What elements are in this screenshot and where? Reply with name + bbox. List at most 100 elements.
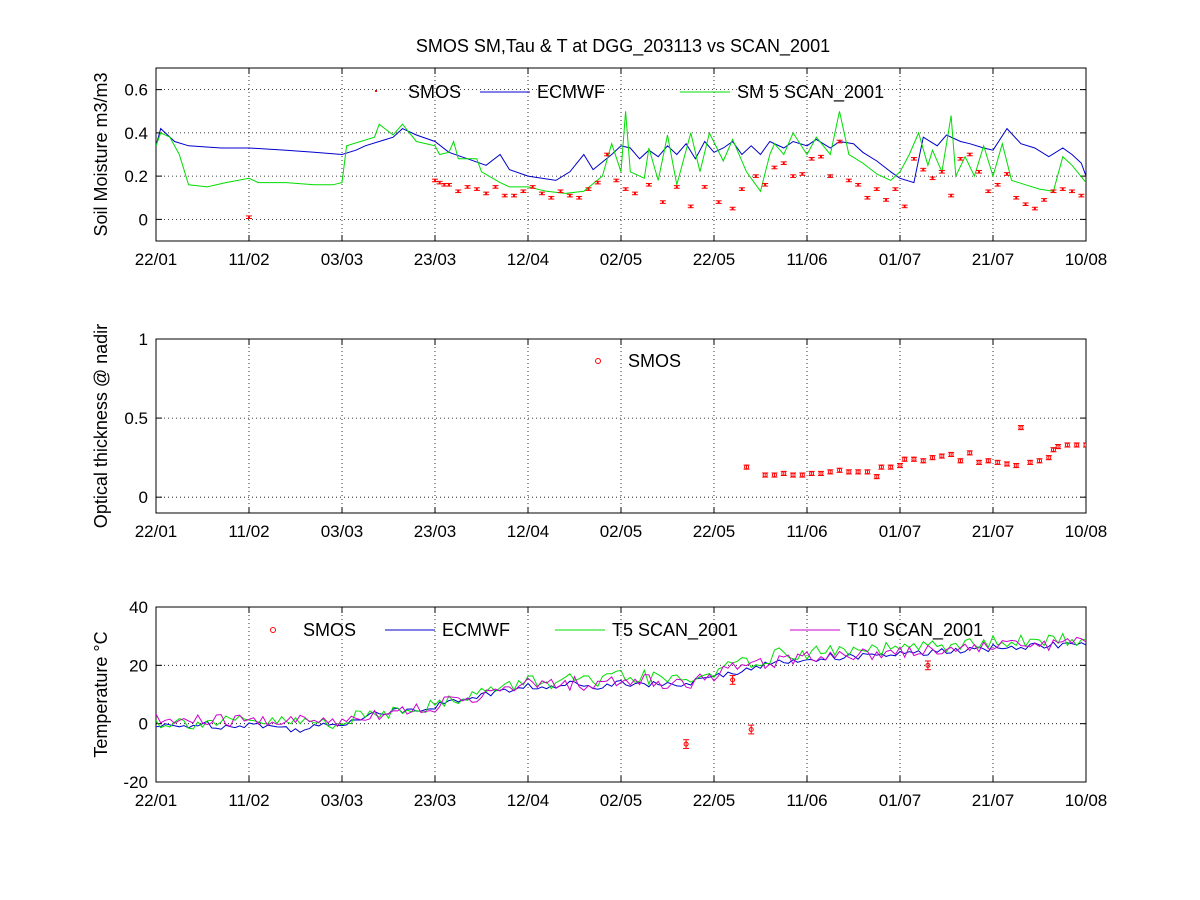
y-tick-label: 40 — [129, 598, 148, 617]
y-tick-label: -20 — [123, 773, 148, 792]
x-tick-label: 22/05 — [693, 791, 736, 810]
x-tick-label: 11/02 — [228, 522, 269, 541]
smos-point — [729, 206, 736, 211]
y-axis-label: Temperature °C — [91, 631, 111, 757]
x-tick-label: 23/03 — [414, 791, 457, 810]
panel-temperature: 22/01 11/02 03/03 23/03 12/04 02/05 22/05 11/06… — [91, 598, 1107, 810]
y-tick-label: 0.2 — [124, 167, 148, 186]
smos-point — [594, 180, 601, 185]
smos-point — [920, 167, 927, 172]
smos-point — [817, 154, 824, 159]
smos-point — [1050, 189, 1057, 194]
plot-frame — [155, 67, 1087, 242]
smos-point — [901, 456, 908, 462]
x-tick-label: 22/05 — [693, 250, 736, 269]
smos-point — [966, 152, 973, 157]
smos-point — [557, 189, 564, 194]
smos-point — [613, 178, 620, 183]
smos-point — [762, 182, 769, 187]
smos-point — [1083, 442, 1086, 448]
smos-point — [752, 174, 759, 178]
smos-point — [1050, 447, 1057, 453]
legend-item-smos: SMOS — [270, 620, 356, 640]
y-tick-label: 20 — [129, 656, 148, 675]
x-tick-label: 21/07 — [972, 250, 1015, 269]
smos-point — [994, 459, 1001, 465]
smos-point — [780, 470, 787, 477]
smos-point — [985, 458, 992, 464]
legend-label: ECMWF — [537, 82, 605, 102]
smos-point — [1027, 459, 1034, 465]
smos-point — [836, 139, 843, 144]
x-tick-label: 22/01 — [135, 791, 178, 810]
smos-point — [994, 182, 1001, 187]
plot-area — [156, 111, 1086, 220]
series-line-sm-5-scan-2001 — [156, 111, 1086, 194]
x-tick-label: 11/06 — [786, 250, 827, 269]
smos-point — [901, 204, 908, 209]
smos-point — [492, 185, 499, 189]
smos-point — [799, 172, 806, 176]
x-tick-label: 11/02 — [228, 250, 269, 269]
legend-label: SMOS — [303, 620, 356, 640]
y-axis-label: Optical thickness @ nadir — [91, 324, 111, 528]
x-tick-label: 23/03 — [414, 522, 457, 541]
y-tick-label: 0.6 — [124, 81, 148, 100]
plot-area — [743, 425, 1086, 480]
smos-point — [585, 187, 592, 191]
x-tick-label: 21/07 — [972, 791, 1015, 810]
series-line-ecmwf — [156, 641, 1086, 733]
smos-point — [976, 170, 983, 174]
smos-point — [738, 187, 745, 191]
plot-area — [156, 632, 1086, 749]
smos-point — [1073, 442, 1080, 448]
x-tick-label: 01/07 — [879, 791, 922, 810]
smos-point — [1022, 202, 1029, 207]
smos-point — [743, 464, 750, 470]
x-tick-label: 12/04 — [507, 250, 550, 269]
smos-point — [1013, 195, 1020, 200]
smos-point — [548, 195, 555, 200]
x-tick-label: 11/06 — [786, 522, 827, 541]
smos-point — [938, 453, 945, 459]
y-tick-label: 0 — [139, 210, 148, 229]
x-tick-label: 22/05 — [693, 522, 736, 541]
series-line-t10-scan-2001 — [156, 636, 1086, 728]
smos-point — [910, 157, 917, 161]
smos-point — [687, 204, 694, 209]
smos-point — [748, 724, 755, 735]
smos-point — [910, 456, 917, 462]
x-tick-label: 23/03 — [414, 250, 457, 269]
x-tick-label: 03/03 — [321, 522, 364, 541]
legend-item-sm-5-scan-2001: SM 5 SCAN_2001 — [680, 82, 884, 103]
smos-point — [246, 215, 252, 220]
smos-point — [808, 470, 815, 477]
smos-point — [883, 198, 890, 202]
series-line-ecmwf — [156, 127, 1086, 184]
smos-point — [1017, 425, 1024, 431]
smos-point — [1078, 193, 1085, 198]
x-tick-label: 11/06 — [786, 791, 827, 810]
legend-item-smos: SMOS — [375, 82, 461, 102]
smos-point — [511, 193, 518, 198]
smos-point — [948, 193, 955, 198]
x-tick-label: 02/05 — [600, 522, 643, 541]
legend-label: T10 SCAN_2001 — [847, 620, 983, 641]
legend-label: SMOS — [408, 82, 461, 102]
smos-point — [683, 739, 690, 749]
smos-point — [864, 469, 871, 475]
x-tick-label: 10/08 — [1065, 522, 1108, 541]
panel-optical_thickness: 22/01 11/02 03/03 23/03 12/04 02/05 22/05 11/06… — [91, 324, 1107, 541]
x-tick-label: 11/02 — [228, 791, 269, 810]
smos-point — [897, 462, 903, 469]
smos-point — [1013, 462, 1020, 469]
smos-point — [436, 180, 443, 185]
smos-point — [985, 189, 992, 194]
smos-point — [1064, 442, 1071, 448]
legend: SMOS ECMWF SM 5 SCAN_2001 — [375, 82, 884, 103]
y-tick-label: 1 — [139, 330, 148, 349]
x-tick-label: 02/05 — [600, 250, 643, 269]
smos-point — [929, 176, 936, 181]
x-tick-label: 21/07 — [972, 522, 1015, 541]
